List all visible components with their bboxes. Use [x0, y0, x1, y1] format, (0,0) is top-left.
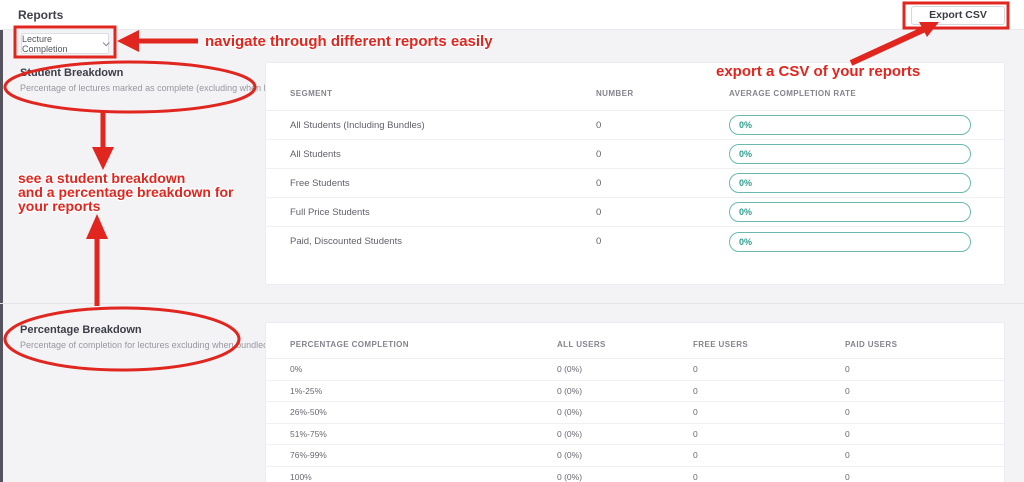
table-row: 0% 0 (0%) 0 0	[266, 359, 1004, 381]
completion-rate-pill: 0%	[729, 231, 971, 252]
segment-cell: All Students (Including Bundles)	[290, 119, 425, 131]
segment-table-header: SEGMENT NUMBER AVERAGE COMPLETION RATE	[266, 63, 1004, 111]
column-header-number: NUMBER	[596, 89, 634, 98]
annotation-text-navigate: navigate through different reports easil…	[205, 33, 493, 50]
annotation-ellipse-percentage-breakdown	[3, 306, 241, 372]
completion-rate-pill: 0%	[729, 202, 971, 222]
free-users-cell: 0	[693, 364, 698, 375]
percentage-table-card: PERCENTAGE COMPLETION ALL USERS FREE USE…	[265, 322, 1005, 482]
all-users-cell: 0 (0%)	[557, 428, 583, 439]
number-cell: 0	[596, 148, 602, 160]
range-cell: 26%-50%	[290, 407, 327, 418]
completion-rate-pill: 0%	[729, 115, 971, 135]
column-header-segment: SEGMENT	[290, 89, 333, 98]
table-row: All Students 0 0%	[266, 140, 1004, 169]
table-row: All Students (Including Bundles) 0 0%	[266, 111, 1004, 140]
page-title: Reports	[18, 8, 64, 22]
range-cell: 0%	[290, 364, 303, 375]
annotation-arrow-left-icon	[117, 30, 139, 52]
free-users-cell: 0	[693, 428, 698, 439]
range-cell: 76%-99%	[290, 450, 327, 461]
column-header-all-users: ALL USERS	[557, 340, 606, 349]
table-row: Paid, Discounted Students 0 0%	[266, 227, 1004, 256]
export-csv-button[interactable]: Export CSV	[911, 6, 1005, 25]
table-row: Full Price Students 0 0%	[266, 198, 1004, 227]
range-cell: 1%-25%	[290, 385, 323, 396]
annotation-arrow-up-icon	[86, 214, 108, 239]
paid-users-cell: 0	[845, 428, 850, 439]
all-users-cell: 0 (0%)	[557, 364, 583, 375]
paid-users-cell: 0	[845, 471, 850, 482]
number-cell: 0	[596, 177, 602, 189]
segment-table-card: SEGMENT NUMBER AVERAGE COMPLETION RATE A…	[265, 62, 1005, 285]
paid-users-cell: 0	[845, 364, 850, 375]
annotation-text-export-csv: export a CSV of your reports	[716, 63, 921, 80]
percentage-breakdown-title: Percentage Breakdown	[20, 324, 142, 336]
number-cell: 0	[596, 119, 602, 131]
column-header-free-users: FREE USERS	[693, 340, 749, 349]
segment-cell: All Students	[290, 148, 341, 160]
table-row: 51%-75% 0 (0%) 0 0	[266, 424, 1004, 445]
student-breakdown-subtitle: Percentage of lectures marked as complet…	[20, 83, 302, 93]
annotation-text-line: and a percentage breakdown for	[18, 184, 234, 200]
annotation-text-line: see a student breakdown	[18, 170, 186, 186]
number-cell: 0	[596, 236, 602, 247]
free-users-cell: 0	[693, 471, 698, 482]
percentage-breakdown-subtitle: Percentage of completion for lectures ex…	[20, 340, 271, 350]
column-header-avg-completion: AVERAGE COMPLETION RATE	[729, 89, 857, 98]
column-header-paid-users: PAID USERS	[845, 340, 898, 349]
annotation-text-breakdown: see a student breakdown and a percentage…	[18, 171, 234, 213]
table-row: Free Students 0 0%	[266, 169, 1004, 198]
table-row: 100% 0 (0%) 0 0	[266, 467, 1004, 482]
segment-table-body: All Students (Including Bundles) 0 0% Al…	[266, 111, 1004, 256]
table-row: 1%-25% 0 (0%) 0 0	[266, 381, 1004, 402]
column-header-percentage-completion: PERCENTAGE COMPLETION	[290, 340, 409, 349]
percentage-table-header: PERCENTAGE COMPLETION ALL USERS FREE USE…	[266, 323, 1004, 359]
annotation-arrow-shaft	[849, 26, 927, 66]
percentage-table-body: 0% 0 (0%) 0 0 1%-25% 0 (0%) 0 0 26%-50% …	[266, 359, 1004, 482]
annotation-arrow-down-icon	[92, 147, 114, 170]
student-breakdown-title: Student Breakdown	[20, 67, 124, 79]
paid-users-cell: 0	[845, 385, 850, 396]
paid-users-cell: 0	[845, 407, 850, 418]
completion-rate-pill: 0%	[729, 144, 971, 164]
all-users-cell: 0 (0%)	[557, 385, 583, 396]
all-users-cell: 0 (0%)	[557, 407, 583, 418]
paid-users-cell: 0	[845, 450, 850, 461]
number-cell: 0	[596, 206, 602, 218]
report-type-label: Lecture Completion	[22, 33, 68, 54]
annotation-text-line: your reports	[18, 198, 101, 214]
all-users-cell: 0 (0%)	[557, 450, 583, 461]
segment-cell: Paid, Discounted Students	[290, 236, 402, 247]
free-users-cell: 0	[693, 450, 698, 461]
section-divider	[0, 303, 1024, 304]
table-row: 26%-50% 0 (0%) 0 0	[266, 402, 1004, 424]
chevron-down-icon	[102, 39, 110, 47]
top-bar: Reports Export CSV	[0, 0, 1024, 30]
sidebar-edge	[0, 30, 3, 482]
completion-rate-pill: 0%	[729, 173, 971, 193]
free-users-cell: 0	[693, 385, 698, 396]
table-row: 76%-99% 0 (0%) 0 0	[266, 445, 1004, 467]
range-cell: 51%-75%	[290, 428, 327, 439]
segment-cell: Full Price Students	[290, 206, 370, 218]
segment-cell: Free Students	[290, 177, 350, 189]
all-users-cell: 0 (0%)	[557, 471, 583, 482]
report-type-dropdown[interactable]: Lecture Completion	[21, 33, 110, 54]
free-users-cell: 0	[693, 407, 698, 418]
range-cell: 100%	[290, 471, 312, 482]
